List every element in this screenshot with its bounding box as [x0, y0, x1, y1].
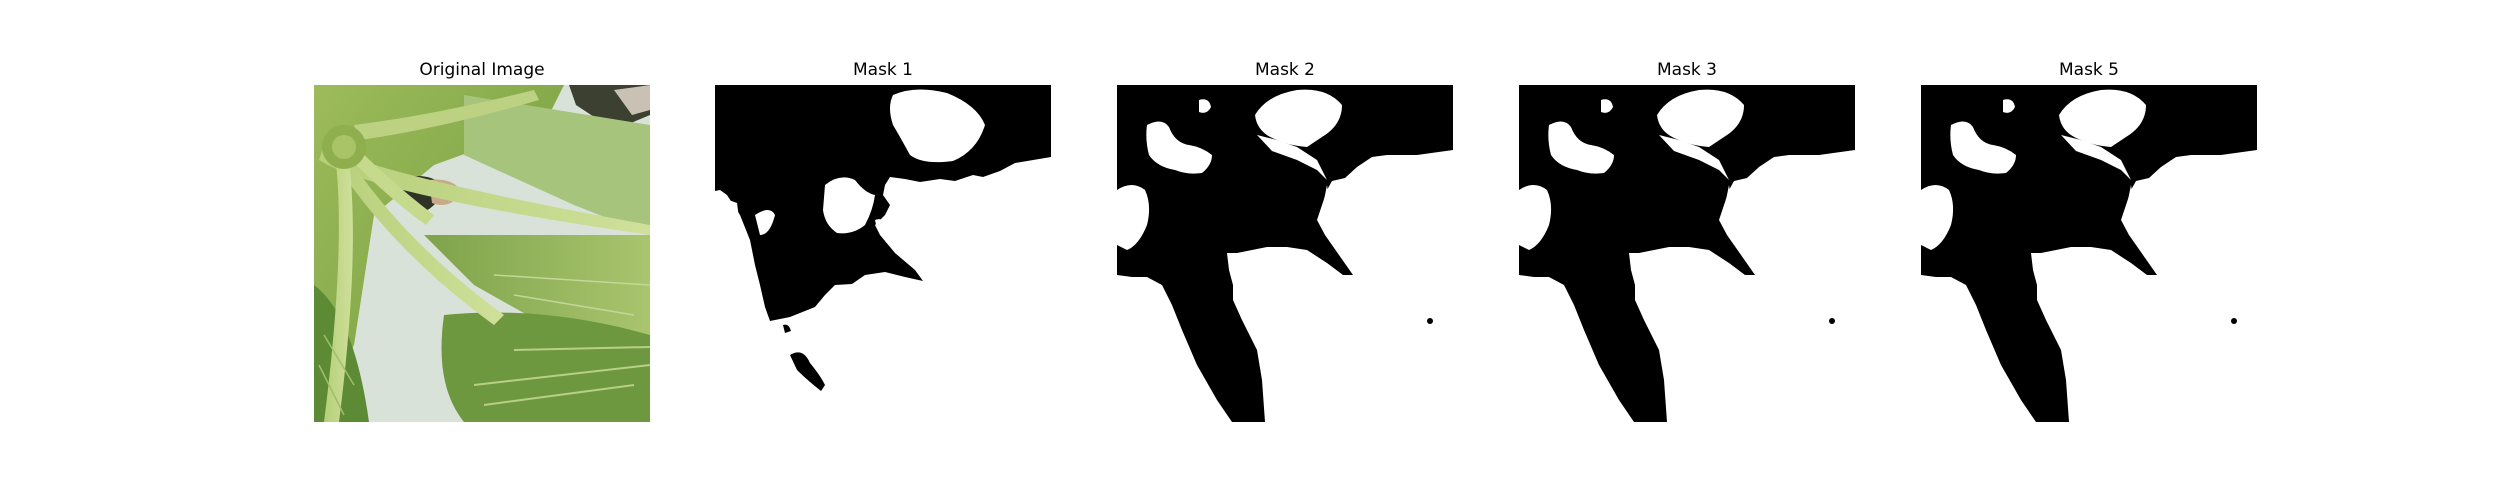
panel-mask-2: Mask 2 [1117, 0, 1453, 500]
panel-mask-3: Mask 3 [1519, 0, 1855, 500]
segmentation-mask [1519, 85, 1855, 422]
panel-original-image: Original Image [314, 0, 650, 500]
panel-title: Mask 5 [2058, 60, 2119, 80]
segmentation-mask [715, 85, 1051, 422]
segmentation-mask [1117, 85, 1453, 422]
panel-title: Mask 1 [852, 60, 913, 80]
original-photo [314, 85, 650, 422]
panel-mask-5: Mask 5 [1921, 0, 2257, 500]
panel-title: Mask 2 [1254, 60, 1315, 80]
panel-title: Original Image [419, 60, 545, 80]
segmentation-mask [1921, 85, 2257, 422]
panel-mask-1: Mask 1 [715, 0, 1051, 500]
panel-title: Mask 3 [1656, 60, 1717, 80]
